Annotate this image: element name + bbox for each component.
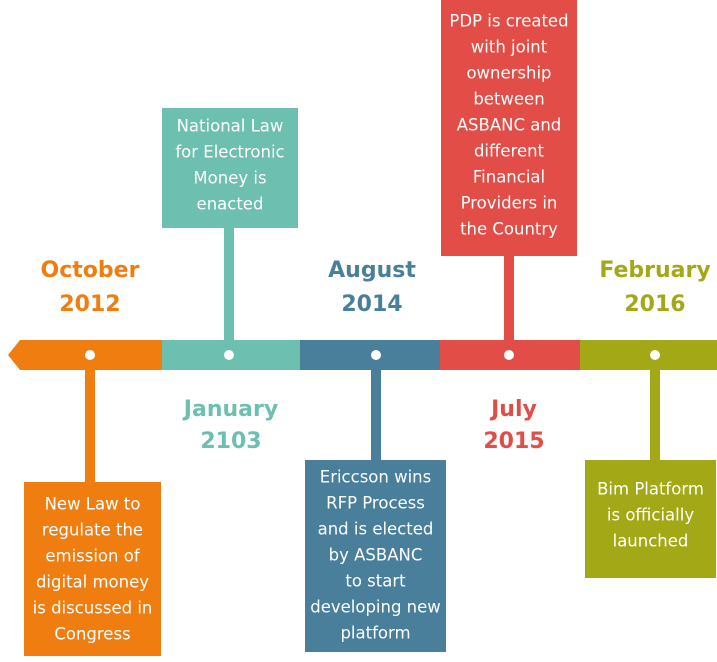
description-line: is officially (607, 506, 694, 525)
date-label: October (41, 258, 140, 283)
description-box (585, 460, 716, 578)
description-line: platform (340, 624, 410, 643)
stem (504, 256, 514, 355)
timeline-segment (300, 340, 440, 370)
event: Bim Platform is officially launched Februar… (580, 258, 717, 578)
description-line: is discussed in (33, 599, 153, 618)
event: National Law for Electronic Money is enacte… (162, 108, 300, 454)
description-line: Bim Platform (597, 480, 704, 499)
dot (504, 350, 514, 360)
date-label: July (489, 397, 537, 422)
date-label: January (182, 397, 278, 422)
dot (85, 350, 95, 360)
description-box (162, 108, 298, 228)
date-label: 2016 (624, 292, 685, 317)
description-line: to start (345, 572, 406, 591)
description-box (441, 0, 577, 256)
event: New Law to regulate the emission of digital… (8, 258, 162, 656)
stem (650, 355, 660, 460)
stem (371, 355, 381, 460)
description-box (24, 482, 161, 656)
description-line: Ericcson wins (320, 468, 431, 487)
description-line: between (473, 90, 544, 109)
dot (650, 350, 660, 360)
description-line: with joint (471, 38, 548, 57)
description-line: Providers in (461, 194, 558, 213)
description-line: PDP is created (449, 12, 568, 31)
description-line: regulate the (42, 521, 143, 540)
stem (224, 228, 234, 355)
date-label: 2103 (200, 429, 261, 454)
description-line: ASBANC and (457, 116, 562, 135)
description-line: Money is (193, 169, 266, 188)
dot (224, 350, 234, 360)
date-label: 2012 (59, 292, 120, 317)
date-label: August (328, 258, 416, 283)
description-line: National Law (177, 117, 284, 136)
description-line: by ASBANC (329, 546, 423, 565)
date-label: 2014 (341, 292, 402, 317)
description-line: emission of (45, 547, 140, 566)
description-line: ownership (466, 64, 551, 83)
stem (85, 355, 95, 482)
description-line: and is elected (318, 520, 434, 539)
description-line: enacted (197, 195, 264, 214)
description-line: Congress (54, 625, 130, 644)
description-line: different (474, 142, 545, 161)
description-line: digital money (36, 573, 149, 592)
description-box (305, 460, 446, 652)
date-label: February (599, 258, 710, 283)
description-line: RFP Process (326, 494, 425, 513)
description-line: for Electronic (175, 143, 284, 162)
date-label: 2015 (483, 429, 544, 454)
event: Ericcson wins RFP Process and is elected by… (300, 258, 446, 652)
description-line: the Country (460, 220, 558, 239)
dot (371, 350, 381, 360)
description-line: launched (613, 532, 689, 551)
timeline-segment (580, 340, 717, 370)
description-line: Financial (473, 168, 545, 187)
event: PDP is created with joint ownership between… (440, 0, 580, 454)
description-line: developing new (310, 598, 441, 617)
description-line: New Law to (45, 495, 141, 514)
